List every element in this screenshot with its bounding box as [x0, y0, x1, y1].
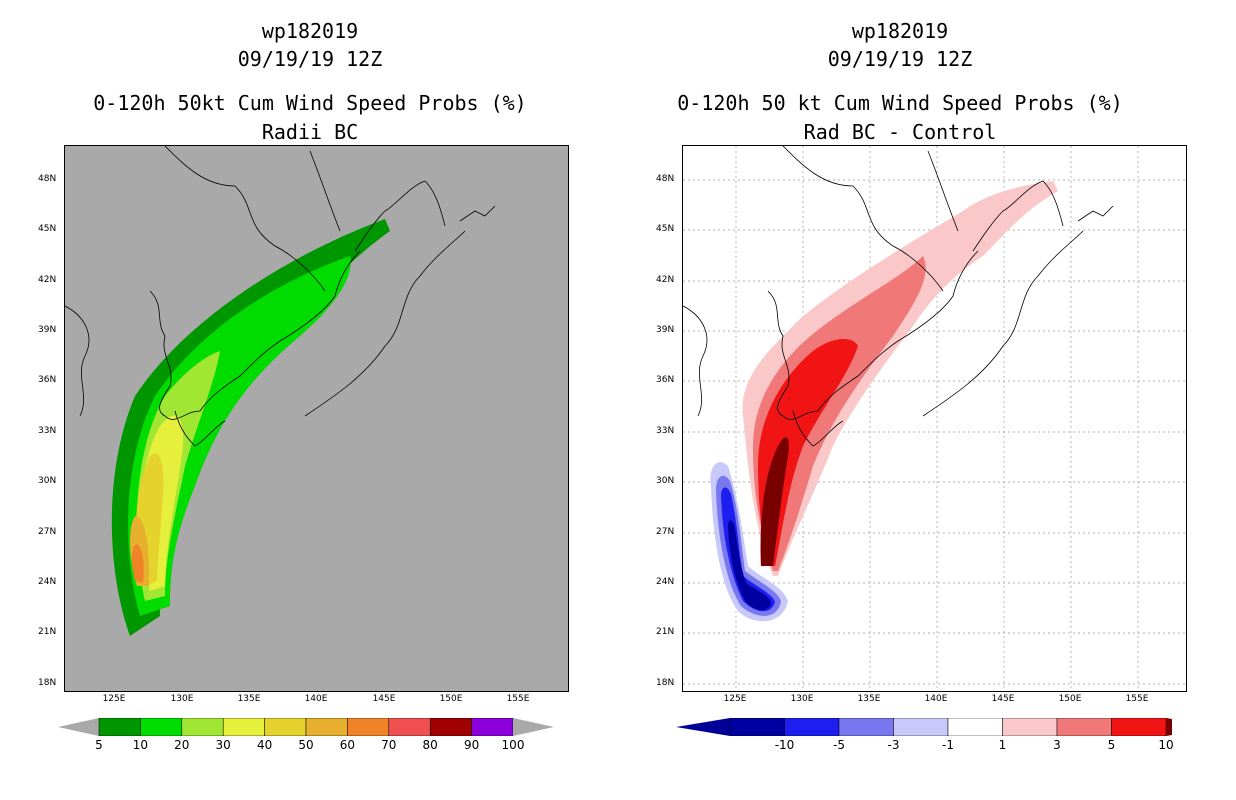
left-product-title: 0-120h 50kt Cum Wind Speed Probs (%)	[93, 91, 527, 115]
right-product-title: 0-120h 50 kt Cum Wind Speed Probs (%)	[677, 91, 1123, 115]
lat-label: 36N	[656, 375, 675, 385]
lon-label: 130E	[790, 694, 814, 704]
lat-label: 33N	[656, 426, 675, 436]
colorbar-label: 90	[463, 738, 480, 752]
colorbar-label: 5	[95, 738, 103, 752]
lat-label: 48N	[38, 174, 57, 184]
lon-label: 150E	[439, 694, 463, 704]
colorbar-label: 50	[298, 738, 314, 752]
right-colorbar	[676, 718, 1172, 736]
right-map-plot	[683, 146, 1186, 691]
colorbar-end-right	[513, 718, 554, 736]
left-subtitle: Radii BC	[261, 120, 359, 144]
colorbar-swatch	[305, 718, 348, 736]
colorbar-end-right	[1166, 718, 1172, 736]
colorbar-label: 10	[132, 738, 149, 752]
colorbar-label: 40	[256, 738, 273, 752]
colorbar-label: 10	[1158, 738, 1174, 752]
colorbar-swatch	[181, 718, 224, 736]
colorbar-label: -1	[942, 738, 954, 752]
lat-label: 36N	[38, 375, 57, 385]
lat-label: 42N	[38, 275, 57, 285]
lat-label: 48N	[656, 174, 675, 184]
lon-label: 140E	[304, 694, 328, 704]
lat-label: 42N	[656, 275, 675, 285]
lon-label: 125E	[723, 694, 747, 704]
left-map	[64, 145, 569, 692]
lon-label: 135E	[237, 694, 261, 704]
left-datetime: 09/19/19 12Z	[237, 47, 383, 71]
colorbar-label: -10	[774, 738, 795, 752]
colorbar-swatch	[98, 718, 141, 736]
lat-label: 33N	[38, 426, 57, 436]
diff-plus5-swath	[758, 339, 858, 566]
lat-label: 45N	[38, 224, 57, 234]
colorbar-swatch	[429, 718, 472, 736]
right-datetime: 09/19/19 12Z	[827, 47, 973, 71]
colorbar-end-left	[676, 718, 730, 736]
colorbar-swatch	[347, 718, 390, 736]
right-map	[682, 145, 1187, 692]
lat-label: 39N	[656, 325, 675, 335]
colorbar-swatch	[729, 718, 785, 736]
colorbar-swatch	[140, 718, 183, 736]
left-storm-id: wp182019	[261, 19, 359, 43]
lon-label: 145E	[372, 694, 396, 704]
diff-minus10-swath	[728, 520, 771, 611]
colorbar-label: 20	[174, 738, 190, 752]
lon-label: 135E	[857, 694, 881, 704]
lat-label: 27N	[38, 527, 57, 537]
lat-label: 30N	[38, 476, 57, 486]
colorbar-label: 80	[422, 738, 438, 752]
left-map-plot	[65, 146, 496, 636]
colorbar-swatch	[784, 718, 840, 736]
lon-label: 125E	[102, 694, 126, 704]
lat-label: 21N	[38, 627, 57, 637]
lat-label: 24N	[38, 577, 57, 587]
colorbar-swatch	[1056, 718, 1112, 736]
colorbar-swatch	[1111, 718, 1167, 736]
colorbar-swatch	[893, 718, 949, 736]
lat-label: 30N	[656, 476, 675, 486]
colorbar-label: -3	[887, 738, 900, 752]
lon-label: 140E	[924, 694, 948, 704]
diff-plus10-swath	[760, 437, 789, 566]
lon-label: 130E	[170, 694, 194, 704]
colorbar-swatch	[264, 718, 307, 736]
colorbar-swatch	[1002, 718, 1058, 736]
lat-label: 24N	[656, 577, 675, 587]
lat-label: 27N	[656, 527, 675, 537]
colorbar-swatch	[471, 718, 514, 736]
right-storm-id: wp182019	[851, 19, 949, 43]
prob-60-swath	[131, 544, 144, 583]
right-subtitle: Rad BC - Control	[803, 120, 997, 144]
colorbar-label: 1	[998, 738, 1007, 752]
colorbar-label: 100	[501, 738, 525, 752]
lat-label: 18N	[38, 678, 57, 688]
left-coastlines	[65, 146, 496, 447]
lat-label: 45N	[656, 224, 675, 234]
colorbar-label: 5	[1107, 738, 1116, 752]
lon-label: 155E	[506, 694, 530, 704]
colorbar-swatch	[838, 718, 894, 736]
colorbar-label: 3	[1053, 738, 1061, 752]
lat-label: 21N	[656, 627, 675, 637]
lat-label: 18N	[656, 678, 675, 688]
colorbar-swatch	[388, 718, 431, 736]
right-coastlines	[683, 146, 1114, 447]
colorbar-label: 60	[339, 738, 356, 752]
lat-label: 39N	[38, 325, 57, 335]
lon-label: 155E	[1125, 694, 1149, 704]
diff-plus3-swath	[753, 256, 926, 571]
lon-label: 150E	[1058, 694, 1082, 704]
left-colorbar	[58, 718, 554, 736]
colorbar-swatch	[222, 718, 265, 736]
colorbar-label: -5	[833, 738, 845, 752]
lon-label: 145E	[991, 694, 1015, 704]
colorbar-label: 70	[381, 738, 397, 752]
colorbar-label: 30	[215, 738, 231, 752]
colorbar-swatch	[947, 718, 1003, 736]
diff-minus5-swath	[721, 487, 775, 612]
colorbar-end-left	[58, 718, 99, 736]
